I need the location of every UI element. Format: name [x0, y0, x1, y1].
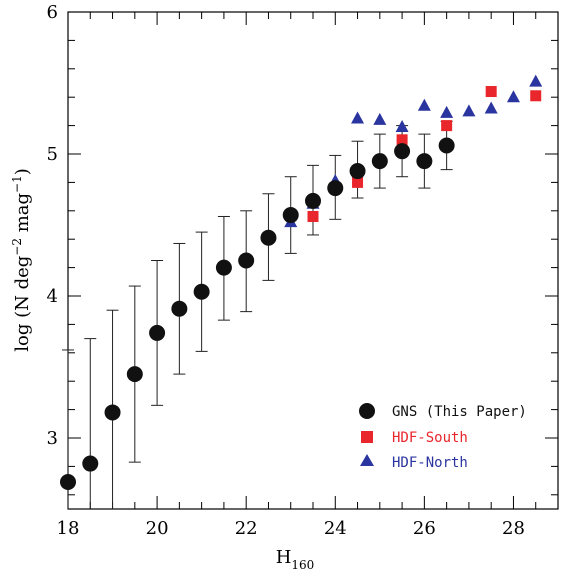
x-tick-label: 18 [57, 518, 80, 539]
point-gns [349, 163, 366, 180]
y-axis-title-part2: mag [12, 193, 33, 238]
point-north [351, 111, 365, 124]
x-tick-label: 28 [502, 518, 525, 539]
point-gns [171, 300, 188, 317]
point-gns [215, 259, 232, 276]
y-tick-label: 4 [47, 286, 58, 307]
point-south [307, 210, 319, 222]
y-tick-label: 6 [47, 2, 58, 23]
point-south [485, 86, 497, 98]
legend-marker-gns [359, 403, 375, 419]
point-south [530, 90, 542, 102]
point-gns [394, 143, 411, 160]
point-gns [416, 153, 433, 170]
legend-marker-hdf-north [360, 454, 374, 466]
legend-label-hdf-south: HDF-South [392, 430, 468, 446]
point-north [440, 105, 454, 118]
point-gns [82, 455, 99, 472]
point-gns [282, 207, 299, 224]
point-gns [104, 404, 121, 421]
x-tick-label: 24 [324, 518, 347, 539]
point-north [484, 101, 498, 114]
x-tick-label: 20 [146, 518, 169, 539]
y-tick-label: 3 [47, 428, 58, 449]
y-axis-title-exp2: −1 [10, 175, 24, 193]
point-south [352, 176, 364, 188]
x-axis-title: H160 [276, 547, 315, 572]
point-gns [327, 180, 344, 197]
point-gns [126, 366, 143, 383]
point-south [441, 120, 453, 132]
y-axis-title-exp1: −2 [10, 238, 24, 256]
point-north [395, 120, 409, 133]
point-gns [438, 137, 455, 154]
point-gns [149, 324, 166, 341]
point-gns [193, 283, 210, 300]
x-tick-label: 22 [235, 518, 258, 539]
axis-ticks [67, 11, 559, 509]
legend: GNS (This Paper) HDF-South HDF-North [359, 403, 527, 471]
point-gns [260, 229, 277, 246]
x-tick-label: 26 [413, 518, 436, 539]
point-south [396, 134, 408, 146]
point-gns [238, 252, 255, 269]
point-north [529, 74, 543, 87]
point-north [417, 98, 431, 111]
plot-frame [67, 11, 559, 510]
x-axis-title-subscript: 160 [291, 558, 314, 572]
error-bars [62, 120, 453, 509]
data-markers [60, 74, 543, 491]
point-gns [60, 474, 76, 491]
point-north [506, 90, 520, 103]
point-north [373, 112, 387, 125]
y-axis-title-part3: ) [12, 168, 33, 175]
point-north [462, 104, 476, 117]
point-gns [371, 153, 388, 170]
x-axis-title-main: H [276, 547, 292, 568]
y-axis-title-part1: log (N deg [12, 256, 33, 352]
axis-tick-labels: 18 20 22 24 26 28 3 4 5 6 [47, 2, 525, 539]
y-axis-title: log (N deg−2 mag−1) [10, 168, 33, 352]
legend-marker-hdf-south [361, 431, 373, 443]
legend-label-hdf-north: HDF-North [392, 455, 468, 471]
point-gns [305, 192, 321, 209]
legend-label-gns: GNS (This Paper) [392, 404, 527, 420]
y-tick-label: 5 [47, 144, 58, 165]
